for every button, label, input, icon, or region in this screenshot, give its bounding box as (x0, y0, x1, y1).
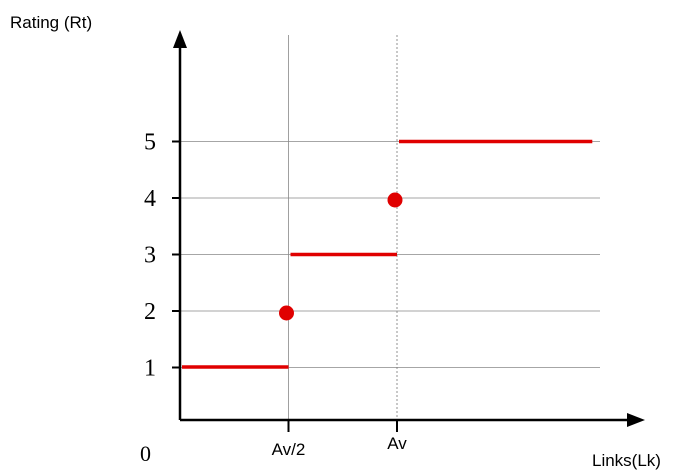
y-tick-label: 2 (144, 299, 156, 325)
x-axis-arrow-icon (627, 413, 645, 427)
y-tick-label: 3 (144, 243, 156, 269)
axes (173, 30, 645, 427)
data-point-2 (387, 192, 403, 208)
y-tick-label: 5 (144, 130, 156, 156)
origin-label: 0 (140, 441, 151, 466)
grid-lines (180, 35, 600, 420)
data-point-1 (279, 305, 294, 321)
y-tick-label: 4 (144, 186, 156, 212)
axis-ticks: 1 2 3 4 5 Av/2 Av (144, 130, 407, 460)
x-tick-label: Av/2 (272, 440, 306, 459)
x-tick-label: Av (387, 434, 407, 453)
data-marks (182, 139, 593, 369)
y-axis-label: Rating (Rt) (10, 13, 92, 32)
y-tick-label: 1 (144, 356, 156, 382)
y-axis-arrow-icon (173, 30, 187, 48)
x-axis-label: Links(Lk) (592, 451, 661, 470)
